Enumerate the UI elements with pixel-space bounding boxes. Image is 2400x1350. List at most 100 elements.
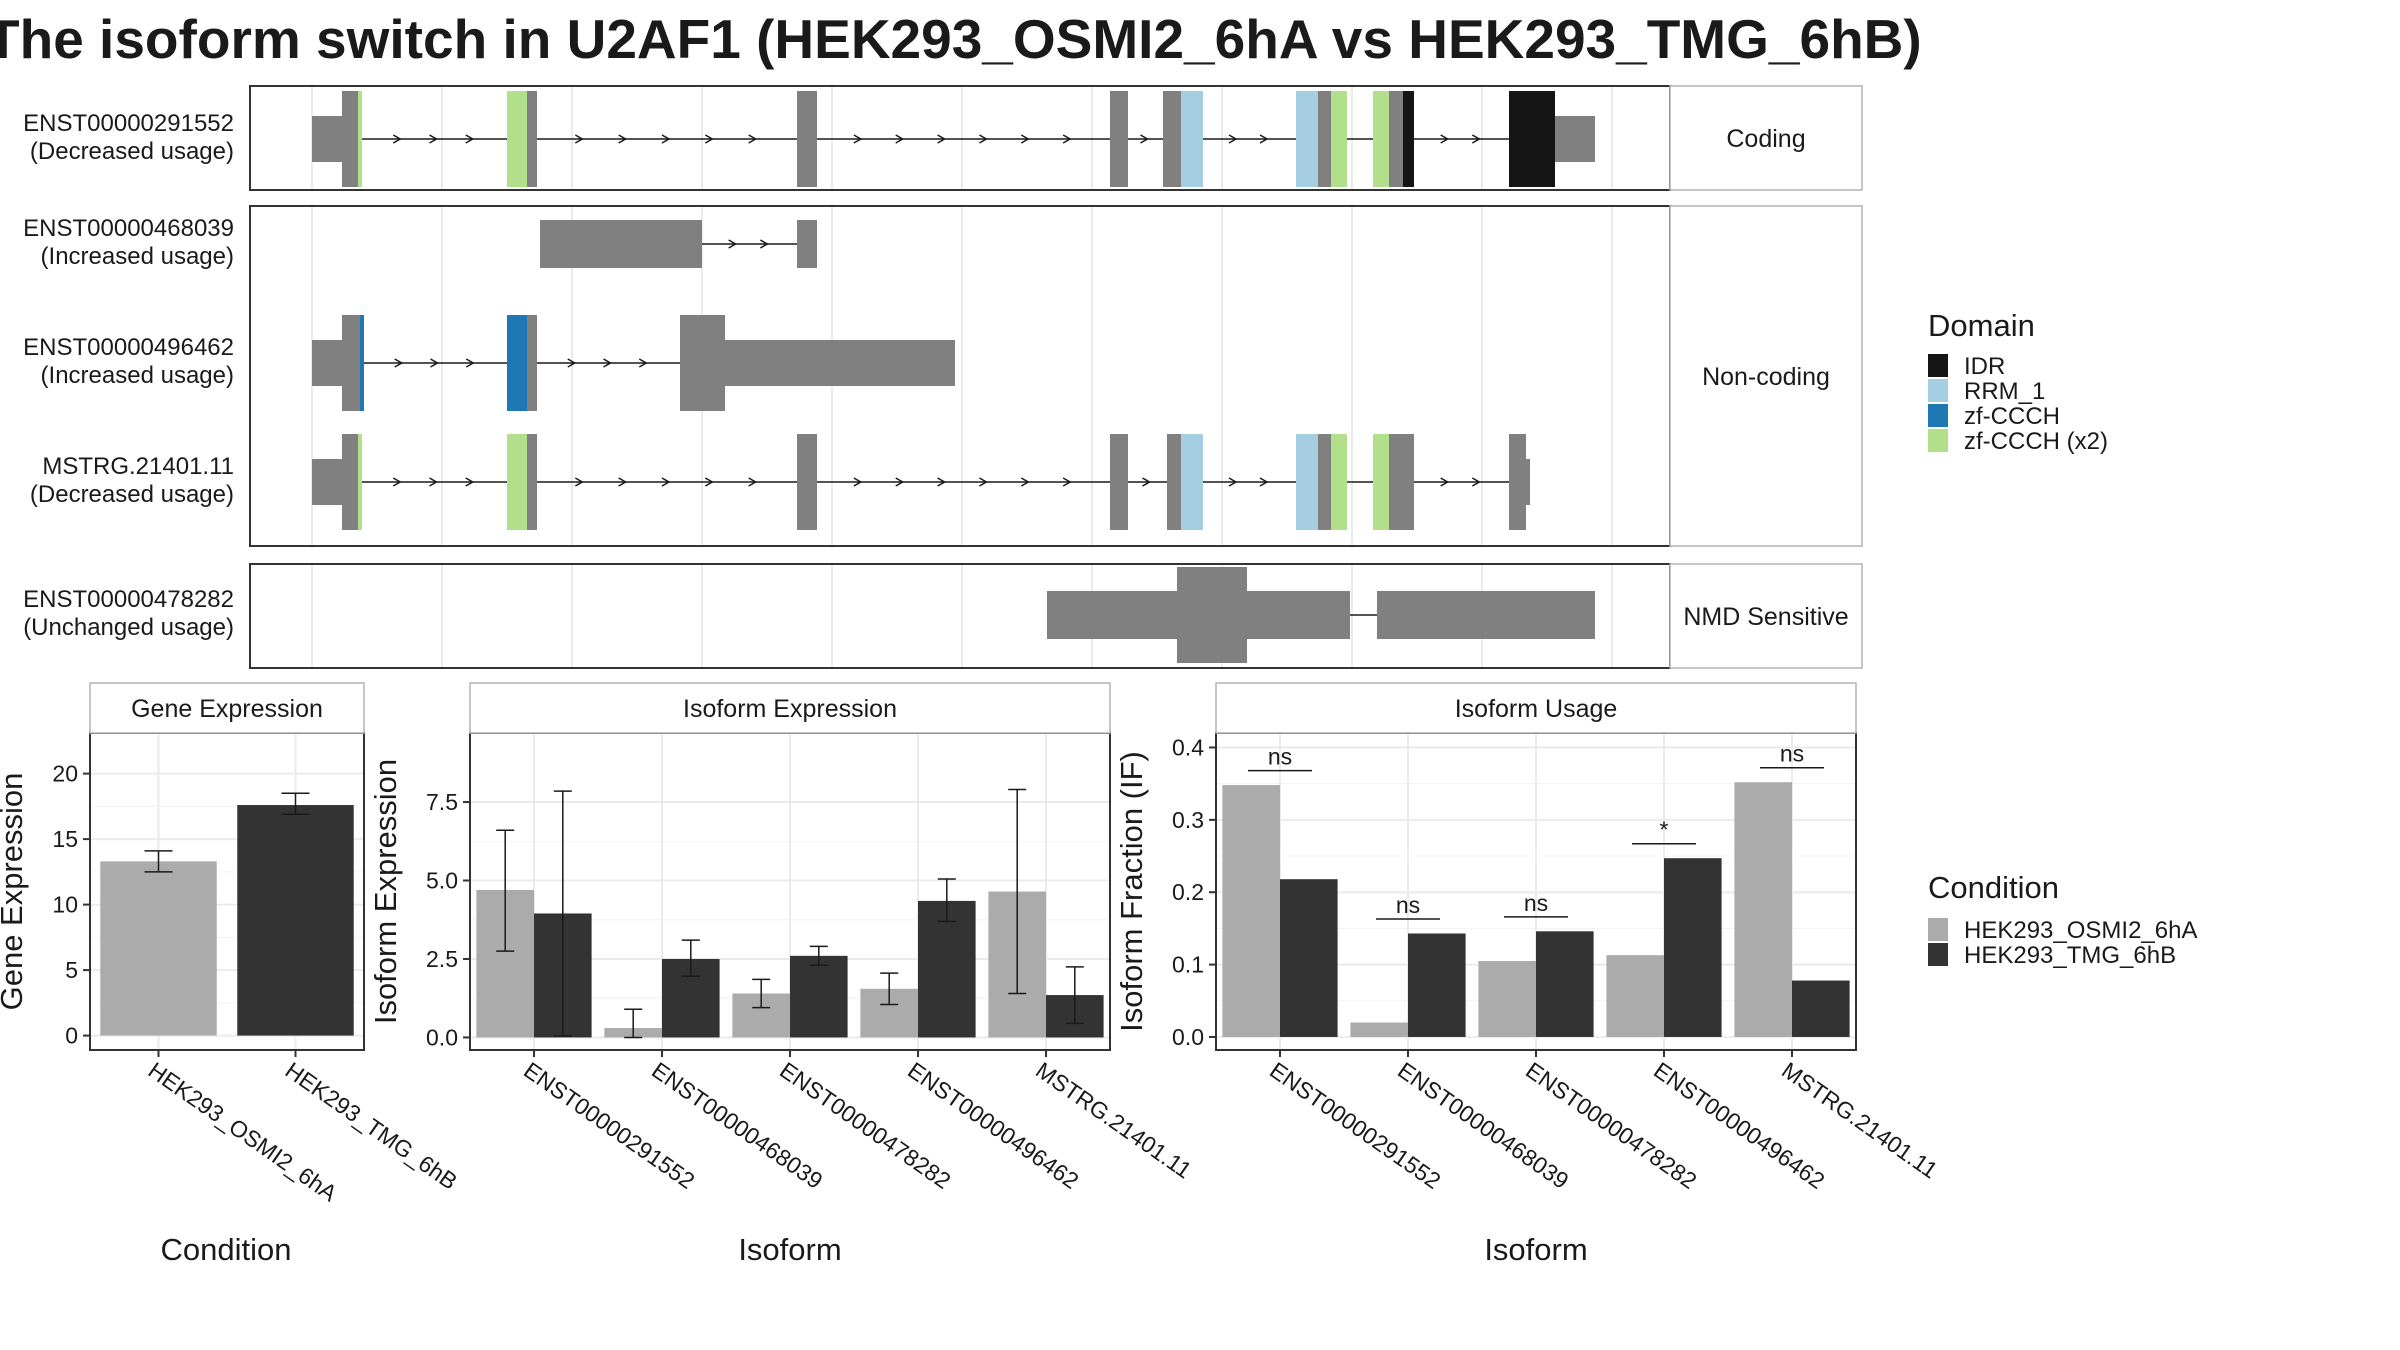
chart-1: Isoform Expression0.02.55.07.5ENST000002… (368, 682, 1197, 1267)
y-tick-label: 7.5 (426, 789, 458, 815)
significance-label: ns (1524, 890, 1548, 916)
condition-legend-label: HEK293_OSMI2_6hA (1964, 917, 2197, 944)
significance-label: ns (1268, 744, 1292, 770)
exon-block (1110, 91, 1128, 187)
intron-arrow (1440, 477, 1450, 487)
domain-legend-label: RRM_1 (1964, 378, 2045, 405)
domain-block (1331, 91, 1347, 187)
exon-block (1047, 591, 1177, 639)
exon-block (527, 315, 537, 411)
intron-arrow (1020, 134, 1030, 144)
panel-strip (1669, 563, 1863, 669)
panel-strip (1669, 205, 1863, 547)
domain-block (507, 434, 527, 530)
intron-arrow (1259, 477, 1269, 487)
exon-block (1163, 91, 1181, 187)
intron-arrow (392, 134, 402, 144)
bar (1280, 879, 1338, 1037)
y-tick-label: 5.0 (426, 868, 458, 894)
transcript-id-label: ENST00000291552 (23, 110, 234, 137)
intron-arrow (392, 477, 402, 487)
y-tick-label: 0.0 (1172, 1024, 1204, 1050)
intron-arrow (979, 477, 988, 487)
bar (1606, 955, 1664, 1037)
domain-block (1373, 91, 1389, 187)
domain-legend-label: zf-CCCH (1964, 403, 2060, 430)
domain-block (507, 91, 527, 187)
intron-arrow (1062, 477, 1072, 487)
exon-block (1177, 567, 1247, 663)
chart-title: Isoform Expression (683, 695, 897, 723)
intron-arrow (895, 477, 905, 487)
exon-block (527, 434, 537, 530)
intron-arrow (1020, 477, 1030, 487)
intron-arrow (1062, 134, 1072, 144)
y-tick-label: 2.5 (426, 946, 458, 972)
panel-background (250, 86, 1670, 190)
intron-arrow (937, 477, 947, 487)
domain-block (1181, 434, 1203, 530)
domain-block (1296, 434, 1318, 530)
intron-arrow (465, 134, 475, 144)
condition-legend-label: HEK293_TMG_6hB (1964, 942, 2176, 969)
exon-block (797, 434, 817, 530)
condition-legend-key (1928, 918, 1948, 941)
exon-block (312, 116, 342, 162)
domain-legend-key (1928, 354, 1948, 377)
significance-label: * (1660, 817, 1669, 843)
x-axis-title: Isoform (738, 1232, 841, 1267)
intron-arrow (661, 477, 671, 487)
exon-block (312, 340, 342, 386)
bar (1792, 980, 1850, 1037)
y-tick-label: 0.1 (1172, 952, 1204, 978)
bar (1478, 960, 1536, 1037)
domain-legend-key (1928, 429, 1948, 452)
exon-block (797, 220, 817, 268)
bar (1408, 933, 1466, 1037)
exon-block (342, 434, 358, 530)
y-tick-label: 0.3 (1172, 807, 1204, 833)
exon-block (680, 315, 725, 411)
intron-arrow (937, 134, 947, 144)
transcript-structure-MSTRG.21401.11 (312, 434, 1530, 530)
significance-label: ns (1396, 892, 1420, 918)
x-axis-title: Isoform (1484, 1232, 1587, 1267)
significance-label: ns (1780, 741, 1804, 767)
exon-block (1167, 434, 1181, 530)
intron-arrow (853, 477, 863, 487)
exon-block (1509, 434, 1526, 530)
intron-arrow (748, 477, 758, 487)
intron-arrow (430, 358, 440, 368)
bar (1664, 858, 1722, 1037)
intron-arrow (1228, 134, 1238, 144)
condition-legend-key (1928, 943, 1948, 966)
bar (1222, 785, 1280, 1037)
exon-block (725, 340, 955, 386)
exon-block (1555, 116, 1595, 162)
domain-block (1373, 434, 1389, 530)
chart-strip (89, 682, 365, 734)
transcript-panel-0: Coding ENST00000291552(Decreased usage) (23, 85, 1863, 191)
bar (100, 861, 217, 1036)
x-axis-title: Condition (161, 1232, 292, 1267)
intron-arrow (853, 134, 863, 144)
exon-block (1247, 591, 1350, 639)
transcript-usage-label: (Increased usage) (41, 362, 234, 389)
figure-title: The isoform switch in U2AF1 (HEK293_OSMI… (0, 8, 1922, 70)
bar (1536, 931, 1594, 1037)
transcript-id-label: ENST00000468039 (23, 215, 234, 242)
intron-arrow (1140, 134, 1150, 144)
exon-block (1389, 91, 1403, 187)
transcript-usage-label: (Unchanged usage) (23, 614, 234, 641)
intron-arrow (465, 477, 475, 487)
intron-arrow (1471, 134, 1481, 144)
exon-block (342, 91, 358, 187)
intron-arrow (748, 134, 758, 144)
intron-arrow (704, 477, 714, 487)
domain-legend-title: Domain (1928, 308, 2035, 343)
exon-block (527, 91, 537, 187)
transcript-structure-ENST00000468039 (540, 220, 817, 268)
transcript-id-label: ENST00000478282 (23, 586, 234, 613)
panel-strip-label: Non-coding (1702, 363, 1830, 391)
